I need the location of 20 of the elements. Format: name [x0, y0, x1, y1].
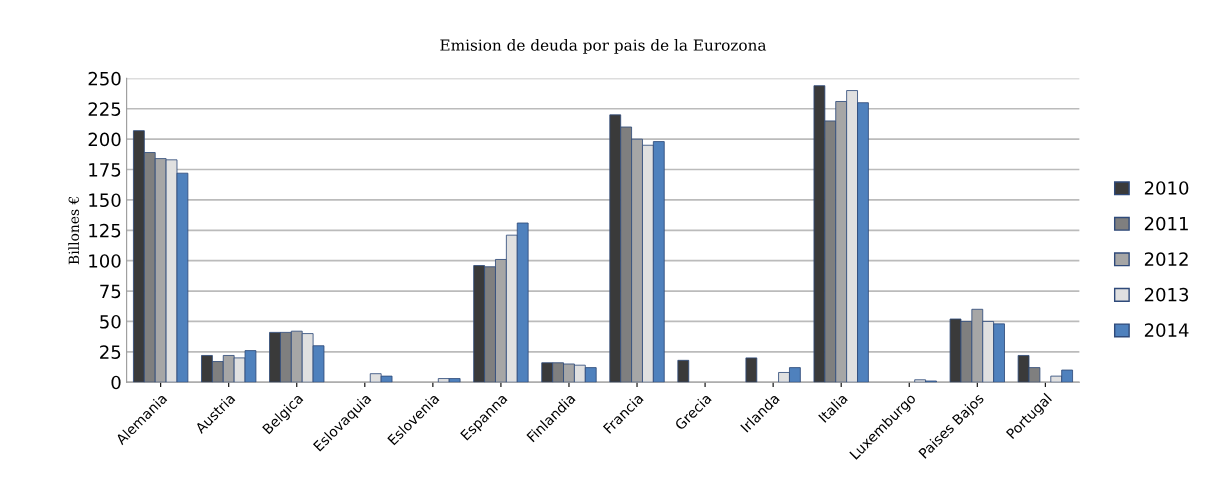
legend-label: 2011 — [1144, 216, 1188, 231]
y-tick-label: 250 — [88, 71, 121, 86]
legend-label: 2013 — [1144, 287, 1189, 302]
y-tick-label: 150 — [89, 193, 121, 208]
bar — [745, 357, 758, 383]
y-tick-label: 0 — [111, 375, 121, 390]
y-tick-label: 75 — [100, 284, 121, 299]
y-tick-label: 175 — [89, 163, 121, 177]
y-tick-label: 225 — [88, 102, 121, 116]
bar — [677, 359, 690, 383]
y-tick-label: 125 — [89, 223, 121, 238]
legend-label: 2010 — [1144, 181, 1189, 195]
y-tick-label: 100 — [89, 254, 121, 268]
y-tick-label: 200 — [88, 132, 121, 147]
y-tick-label: 25 — [100, 345, 121, 359]
chart-title: Emision de deuda por pais de la Eurozona — [440, 39, 767, 54]
legend-label: 2014 — [1144, 323, 1189, 337]
legend-label: 2012 — [1144, 252, 1188, 266]
y-axis-title: Billones € — [68, 196, 80, 265]
y-tick-label: 50 — [100, 314, 121, 329]
